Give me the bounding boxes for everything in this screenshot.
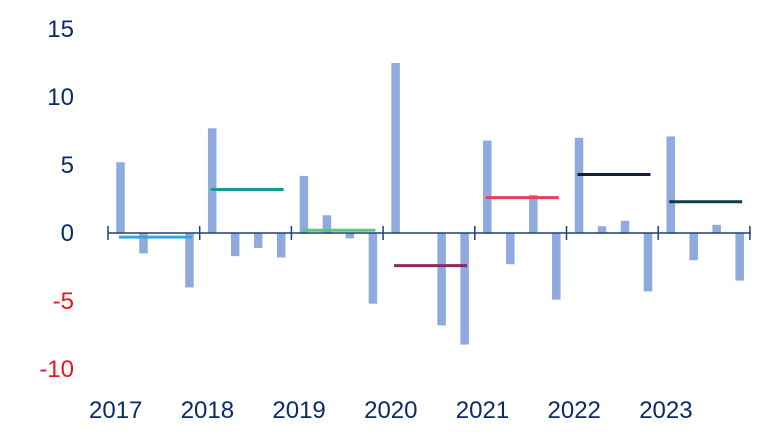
x-axis xyxy=(107,226,751,240)
x-tick-label-2019: 2019 xyxy=(272,397,325,424)
x-tick-label-2022: 2022 xyxy=(548,397,601,424)
x-tick-label-2020: 2020 xyxy=(364,397,417,424)
bar-2021-q4 xyxy=(552,233,561,300)
y-tick-label: 5 xyxy=(61,152,74,179)
bar-2018-q2 xyxy=(230,233,240,257)
bar-2018-q4 xyxy=(276,233,286,258)
bar-2019-q3 xyxy=(345,233,355,239)
y-tick-label: 10 xyxy=(47,84,74,111)
y-tick-label: -10 xyxy=(39,356,74,383)
x-tick-label-2018: 2018 xyxy=(181,397,234,424)
bar-2017-q2 xyxy=(139,233,148,254)
bar-2021-q3 xyxy=(529,194,538,233)
bar-2021-q2 xyxy=(506,233,515,265)
bar-2023-q3 xyxy=(712,224,721,233)
y-tick-labels: 15 10 5 0 -5 -10 xyxy=(39,16,74,383)
bar-2022-q2 xyxy=(597,226,607,233)
bar-2019-q4 xyxy=(368,233,378,304)
bar-2022-q1 xyxy=(574,137,584,233)
y-tick-label: -5 xyxy=(53,288,74,315)
bars-group xyxy=(116,63,744,345)
x-tick-label-2023: 2023 xyxy=(639,397,692,424)
average-lines-group xyxy=(119,173,743,268)
x-tick-labels: 2017 2018 2019 2020 2021 2022 2023 xyxy=(89,397,693,424)
bar-2023-q2 xyxy=(689,233,698,261)
x-tick-label-2021: 2021 xyxy=(456,397,509,424)
bar-2018-q1 xyxy=(207,128,217,233)
bar-2020-q1 xyxy=(391,63,400,233)
bar-2017-q4 xyxy=(185,233,194,288)
bar-2021-q1 xyxy=(483,140,492,233)
y-tick-label: 0 xyxy=(61,220,74,247)
bar-2023-q1 xyxy=(666,136,675,233)
bar-2022-q4 xyxy=(643,233,653,292)
x-tick-label-2017: 2017 xyxy=(89,397,142,424)
bar-2019-q1 xyxy=(299,175,309,233)
bar-2017-q1 xyxy=(116,162,125,233)
bar-2020-q3 xyxy=(437,233,446,326)
bar-2020-q4 xyxy=(460,233,469,345)
bar-2019-q2 xyxy=(322,215,332,233)
bar-2022-q3 xyxy=(620,220,630,233)
bar-2018-q3 xyxy=(253,233,263,248)
bar-2023-q4 xyxy=(735,233,744,281)
y-tick-label: 15 xyxy=(47,16,74,43)
